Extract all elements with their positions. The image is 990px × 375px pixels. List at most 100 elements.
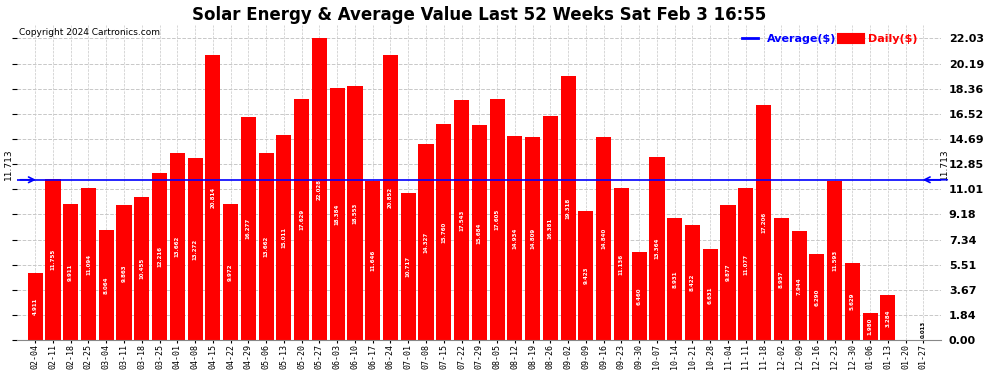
Bar	[276, 135, 291, 340]
Text: 14.809: 14.809	[530, 228, 536, 249]
Text: 8.064: 8.064	[104, 276, 109, 294]
Text: 10.455: 10.455	[140, 258, 145, 279]
Bar	[809, 254, 825, 340]
Bar	[739, 189, 753, 340]
Bar	[614, 188, 629, 340]
Text: 13.272: 13.272	[193, 239, 198, 260]
Bar	[117, 205, 132, 340]
Bar	[721, 205, 736, 340]
Text: 16.277: 16.277	[246, 218, 250, 239]
Bar	[383, 54, 398, 340]
Text: 6.460: 6.460	[637, 287, 642, 305]
Text: 7.944: 7.944	[797, 277, 802, 295]
Text: 14.840: 14.840	[601, 228, 606, 249]
Text: 18.553: 18.553	[352, 202, 357, 224]
Bar	[774, 217, 789, 340]
Text: 13.662: 13.662	[263, 236, 268, 257]
Bar	[81, 188, 96, 340]
Bar	[294, 99, 309, 340]
Bar	[223, 204, 239, 340]
Text: 9.423: 9.423	[583, 267, 588, 285]
Bar	[437, 124, 451, 340]
Bar	[241, 117, 256, 340]
Text: 17.605: 17.605	[495, 209, 500, 230]
Text: 20.852: 20.852	[388, 187, 393, 208]
Bar	[667, 218, 682, 340]
Text: 1.980: 1.980	[867, 318, 872, 335]
Text: 14.327: 14.327	[424, 231, 429, 253]
Text: 11.136: 11.136	[619, 254, 624, 274]
Bar	[649, 157, 664, 340]
Bar	[330, 88, 345, 340]
Bar	[365, 181, 380, 340]
Bar	[560, 76, 575, 340]
Bar	[703, 249, 718, 340]
Bar	[401, 194, 416, 340]
Text: 8.931: 8.931	[672, 270, 677, 288]
Bar	[578, 211, 593, 340]
Text: 13.364: 13.364	[654, 238, 659, 260]
Text: 9.877: 9.877	[726, 264, 731, 281]
Bar	[46, 179, 60, 340]
Bar	[792, 231, 807, 340]
Bar	[827, 182, 842, 340]
Text: 11.077: 11.077	[743, 254, 748, 275]
Bar	[347, 86, 362, 340]
Bar	[258, 153, 273, 340]
Text: 8.422: 8.422	[690, 274, 695, 291]
Text: 18.384: 18.384	[335, 204, 340, 225]
Text: 9.863: 9.863	[122, 264, 127, 282]
Bar	[596, 137, 611, 340]
Text: 15.760: 15.760	[442, 222, 446, 243]
Bar	[844, 263, 860, 340]
Bar	[63, 204, 78, 340]
Text: 8.957: 8.957	[779, 270, 784, 288]
Bar	[312, 38, 327, 340]
Bar	[135, 197, 149, 340]
Text: 6.290: 6.290	[815, 288, 820, 306]
Legend: Average($), Daily($): Average($), Daily($)	[742, 34, 917, 44]
Text: 9.972: 9.972	[228, 263, 233, 281]
Text: 6.631: 6.631	[708, 286, 713, 304]
Bar	[880, 295, 895, 340]
Text: 22.028: 22.028	[317, 179, 322, 200]
Text: 17.206: 17.206	[761, 212, 766, 233]
Bar	[472, 125, 487, 340]
Title: Solar Energy & Average Value Last 52 Weeks Sat Feb 3 16:55: Solar Energy & Average Value Last 52 Wee…	[192, 6, 766, 24]
Bar	[543, 116, 558, 340]
Bar	[205, 55, 221, 340]
Text: 15.684: 15.684	[477, 222, 482, 243]
Text: 11.593: 11.593	[832, 250, 838, 272]
Bar	[152, 173, 167, 340]
Text: 5.629: 5.629	[849, 293, 854, 310]
Text: 20.814: 20.814	[210, 187, 216, 208]
Text: 13.662: 13.662	[175, 236, 180, 257]
Text: 11.713: 11.713	[940, 148, 949, 180]
Bar	[99, 230, 114, 340]
Text: Copyright 2024 Cartronics.com: Copyright 2024 Cartronics.com	[19, 28, 160, 37]
Bar	[862, 313, 878, 340]
Bar	[454, 100, 469, 340]
Text: 17.543: 17.543	[459, 209, 464, 231]
Text: 14.934: 14.934	[513, 227, 518, 249]
Text: 16.381: 16.381	[547, 217, 552, 238]
Text: 19.318: 19.318	[565, 197, 570, 219]
Text: 11.755: 11.755	[50, 249, 55, 270]
Text: 11.713: 11.713	[4, 148, 13, 180]
Text: 11.646: 11.646	[370, 250, 375, 271]
Bar	[507, 136, 523, 340]
Bar	[169, 153, 185, 340]
Text: 4.911: 4.911	[33, 298, 38, 315]
Bar	[685, 225, 700, 340]
Bar	[28, 273, 43, 340]
Text: 9.911: 9.911	[68, 264, 73, 281]
Bar	[187, 158, 203, 340]
Bar	[489, 99, 505, 340]
Bar	[525, 137, 541, 340]
Text: 3.284: 3.284	[885, 309, 890, 327]
Bar	[756, 105, 771, 340]
Text: 15.011: 15.011	[281, 227, 286, 248]
Bar	[419, 144, 434, 340]
Text: 17.629: 17.629	[299, 209, 304, 230]
Text: 11.094: 11.094	[86, 254, 91, 275]
